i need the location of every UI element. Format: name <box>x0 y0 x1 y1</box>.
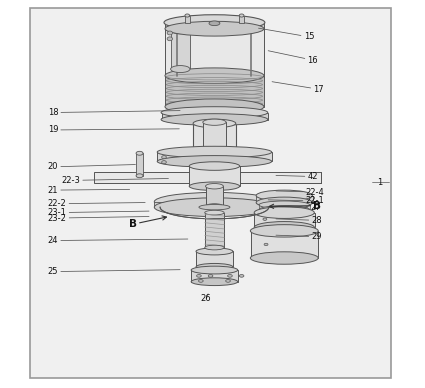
Ellipse shape <box>209 21 220 26</box>
Bar <box>189 166 240 186</box>
Ellipse shape <box>198 279 203 282</box>
Bar <box>216 172 321 183</box>
Text: 22-1: 22-1 <box>268 196 324 206</box>
Ellipse shape <box>167 31 173 35</box>
Ellipse shape <box>226 279 230 282</box>
Bar <box>239 16 244 23</box>
Bar <box>250 231 318 258</box>
Ellipse shape <box>165 21 264 36</box>
Ellipse shape <box>196 263 233 270</box>
Ellipse shape <box>191 266 238 274</box>
Bar <box>154 202 275 207</box>
Text: 28: 28 <box>276 216 322 225</box>
Bar <box>205 213 224 248</box>
Ellipse shape <box>256 190 312 201</box>
Text: 25: 25 <box>48 267 180 276</box>
Text: 20: 20 <box>48 162 136 171</box>
Ellipse shape <box>250 225 318 237</box>
Ellipse shape <box>170 27 190 34</box>
Ellipse shape <box>259 206 309 213</box>
Text: 16: 16 <box>268 51 318 65</box>
Ellipse shape <box>170 66 190 73</box>
Text: 22-4: 22-4 <box>276 187 324 197</box>
Text: B: B <box>269 201 321 211</box>
Bar <box>196 251 233 267</box>
Ellipse shape <box>164 15 265 30</box>
Bar <box>165 29 264 77</box>
Ellipse shape <box>196 248 233 255</box>
Ellipse shape <box>263 218 267 220</box>
Bar <box>185 16 190 23</box>
Text: 23-2: 23-2 <box>48 213 149 223</box>
Text: 15: 15 <box>258 28 314 42</box>
Ellipse shape <box>191 278 238 286</box>
Text: 22-2: 22-2 <box>48 199 145 208</box>
Text: 21: 21 <box>48 185 130 195</box>
Ellipse shape <box>161 114 268 125</box>
Ellipse shape <box>162 156 166 159</box>
Ellipse shape <box>136 174 143 178</box>
Ellipse shape <box>228 275 232 277</box>
Ellipse shape <box>259 201 309 209</box>
Ellipse shape <box>256 197 312 208</box>
Text: 19: 19 <box>48 125 179 135</box>
Ellipse shape <box>136 151 143 155</box>
Ellipse shape <box>197 275 201 277</box>
Bar <box>206 186 224 206</box>
Text: 26: 26 <box>201 294 212 303</box>
Text: B: B <box>129 216 167 229</box>
Text: 24: 24 <box>48 236 188 245</box>
Text: 27: 27 <box>268 203 321 212</box>
Ellipse shape <box>189 182 240 191</box>
Ellipse shape <box>205 245 224 250</box>
Bar <box>162 113 268 120</box>
Ellipse shape <box>154 198 275 217</box>
Ellipse shape <box>193 119 236 128</box>
Bar <box>157 152 272 161</box>
Ellipse shape <box>157 156 272 167</box>
Ellipse shape <box>206 204 224 209</box>
Ellipse shape <box>239 275 244 277</box>
Bar <box>165 23 264 29</box>
Ellipse shape <box>264 243 268 246</box>
Bar <box>136 153 143 176</box>
Ellipse shape <box>206 184 224 189</box>
Ellipse shape <box>162 161 166 164</box>
Ellipse shape <box>250 252 318 264</box>
Bar <box>256 196 313 203</box>
Ellipse shape <box>239 14 244 17</box>
Ellipse shape <box>208 275 213 277</box>
Text: 22-3: 22-3 <box>61 176 168 185</box>
Ellipse shape <box>254 207 314 218</box>
Bar <box>165 76 264 107</box>
Text: 29: 29 <box>276 232 322 241</box>
Ellipse shape <box>157 146 272 158</box>
Ellipse shape <box>167 37 173 41</box>
Bar <box>191 270 238 282</box>
Ellipse shape <box>154 192 275 211</box>
Ellipse shape <box>254 222 314 233</box>
Text: 17: 17 <box>272 82 324 94</box>
Ellipse shape <box>161 107 268 118</box>
Ellipse shape <box>185 14 190 17</box>
Bar <box>259 205 309 210</box>
Text: 1: 1 <box>377 178 382 187</box>
Bar <box>193 123 236 154</box>
Bar <box>255 213 314 227</box>
Ellipse shape <box>189 162 240 170</box>
Text: 23-1: 23-1 <box>48 208 149 217</box>
Ellipse shape <box>205 210 224 215</box>
Ellipse shape <box>165 68 264 83</box>
Bar <box>170 30 190 69</box>
Bar <box>94 172 216 183</box>
Ellipse shape <box>165 99 264 114</box>
Ellipse shape <box>199 204 230 210</box>
Ellipse shape <box>193 150 236 159</box>
Ellipse shape <box>203 119 226 125</box>
Text: 18: 18 <box>48 108 180 117</box>
Bar <box>203 122 226 151</box>
Text: 42: 42 <box>276 172 318 181</box>
